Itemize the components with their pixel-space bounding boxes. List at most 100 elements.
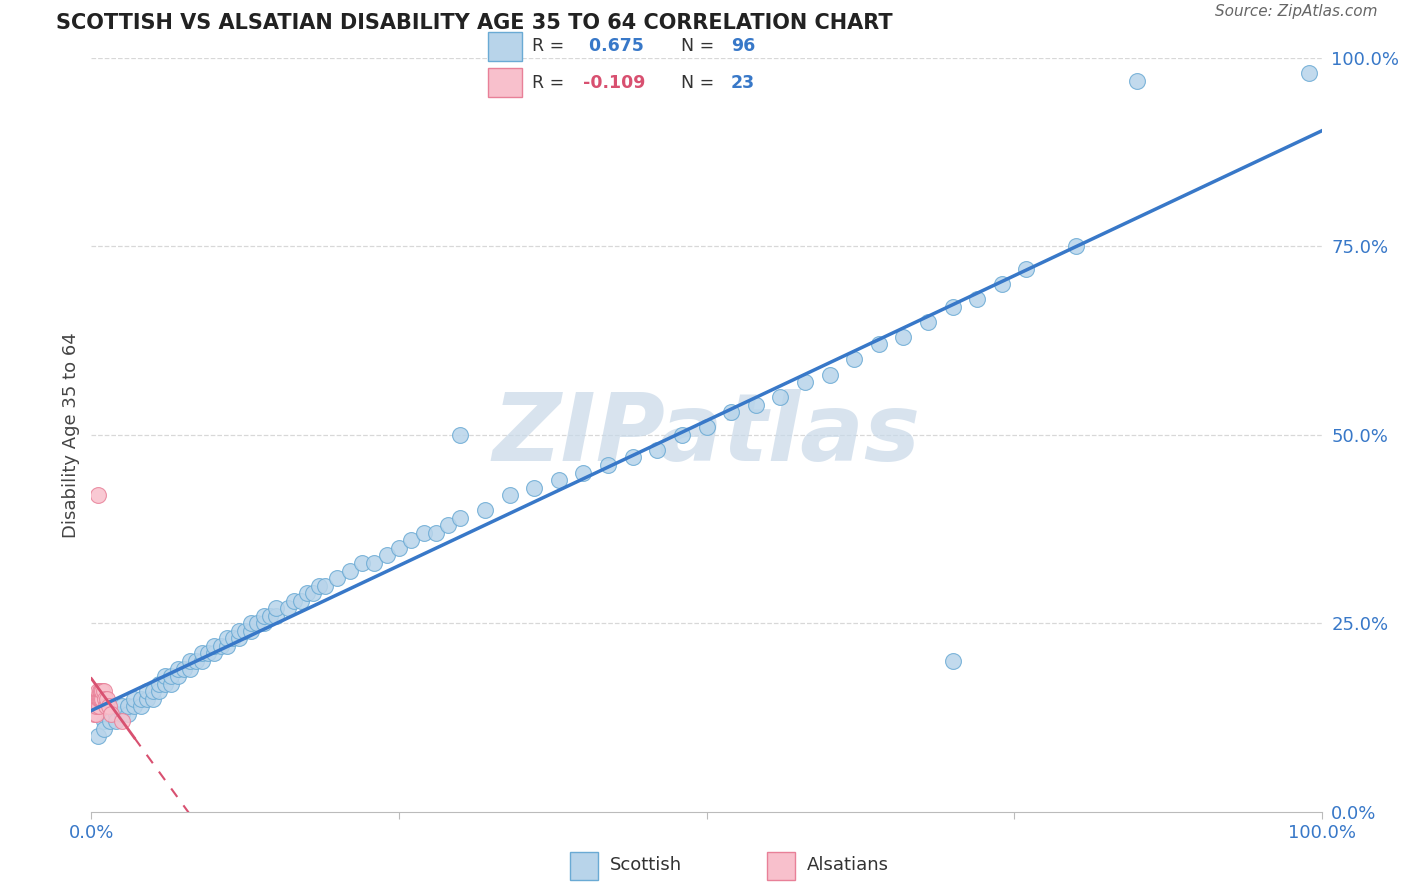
Point <box>97 699 120 714</box>
Text: 96: 96 <box>731 37 755 55</box>
Point <box>96 699 117 714</box>
Point <box>160 676 183 690</box>
Point <box>87 691 110 706</box>
Point <box>179 661 201 675</box>
Point <box>1064 239 1087 253</box>
Point <box>86 488 108 502</box>
Point <box>572 466 595 480</box>
Point <box>498 488 520 502</box>
Point <box>166 661 188 675</box>
Point <box>93 684 115 698</box>
Point <box>117 699 139 714</box>
Point <box>695 420 717 434</box>
Point <box>83 706 105 721</box>
Point <box>277 601 299 615</box>
Point <box>142 684 165 698</box>
Bar <box>488 69 522 97</box>
Point <box>153 669 177 683</box>
Point <box>222 632 245 646</box>
Point <box>352 556 374 570</box>
Point <box>259 608 281 623</box>
Point <box>621 450 644 465</box>
Point <box>596 458 619 472</box>
Point <box>173 661 195 675</box>
Point <box>160 669 183 683</box>
Point <box>209 639 232 653</box>
Point <box>129 691 152 706</box>
Point <box>793 375 815 389</box>
Point <box>818 368 841 382</box>
Point <box>89 691 111 706</box>
Point <box>326 571 349 585</box>
Point <box>966 292 988 306</box>
Point <box>228 632 250 646</box>
Point <box>917 315 939 329</box>
Text: ZIPatlas: ZIPatlas <box>492 389 921 481</box>
Point <box>891 330 914 344</box>
Point <box>94 691 117 706</box>
Text: 23: 23 <box>731 74 755 92</box>
Text: -0.109: -0.109 <box>582 74 645 92</box>
Point <box>246 616 269 631</box>
Point <box>153 676 177 690</box>
Point <box>93 714 115 729</box>
Point <box>868 337 890 351</box>
Point <box>124 691 146 706</box>
Point <box>253 616 276 631</box>
Point <box>990 277 1012 292</box>
Point <box>148 684 170 698</box>
Point <box>523 481 546 495</box>
Point <box>111 714 134 729</box>
Point <box>308 579 330 593</box>
Point <box>363 556 385 570</box>
Point <box>197 647 219 661</box>
Point <box>98 714 121 729</box>
Point <box>1126 73 1149 87</box>
Point <box>86 730 108 744</box>
Point <box>547 473 569 487</box>
Point <box>412 525 434 540</box>
Point <box>90 684 112 698</box>
Point <box>87 699 110 714</box>
Bar <box>768 852 794 880</box>
Point <box>84 699 107 714</box>
Point <box>233 624 256 638</box>
Point <box>135 691 157 706</box>
Point <box>124 699 146 714</box>
Point <box>84 691 107 706</box>
Point <box>100 706 122 721</box>
Point <box>240 624 263 638</box>
Point <box>91 684 114 698</box>
Point <box>215 632 238 646</box>
Point <box>91 691 114 706</box>
Point <box>264 608 287 623</box>
Point <box>253 608 276 623</box>
Point <box>941 654 963 668</box>
Point <box>166 669 188 683</box>
Point <box>842 352 865 367</box>
Point <box>135 684 157 698</box>
Point <box>184 654 207 668</box>
Point <box>437 518 460 533</box>
Point <box>148 676 170 690</box>
Point <box>86 684 108 698</box>
Point <box>425 525 447 540</box>
Text: N =: N = <box>681 37 720 55</box>
Point <box>769 390 792 404</box>
Point <box>375 549 398 563</box>
Point <box>339 564 361 578</box>
Point <box>105 714 127 729</box>
Point <box>129 699 152 714</box>
Point <box>228 624 250 638</box>
Point <box>720 405 742 419</box>
Point <box>105 706 127 721</box>
Point <box>449 510 471 524</box>
Point <box>179 654 201 668</box>
Point <box>142 691 165 706</box>
Point <box>117 706 139 721</box>
Point <box>449 428 471 442</box>
Point <box>1298 66 1320 80</box>
Point <box>290 593 312 607</box>
Point <box>745 398 768 412</box>
Text: N =: N = <box>681 74 720 92</box>
